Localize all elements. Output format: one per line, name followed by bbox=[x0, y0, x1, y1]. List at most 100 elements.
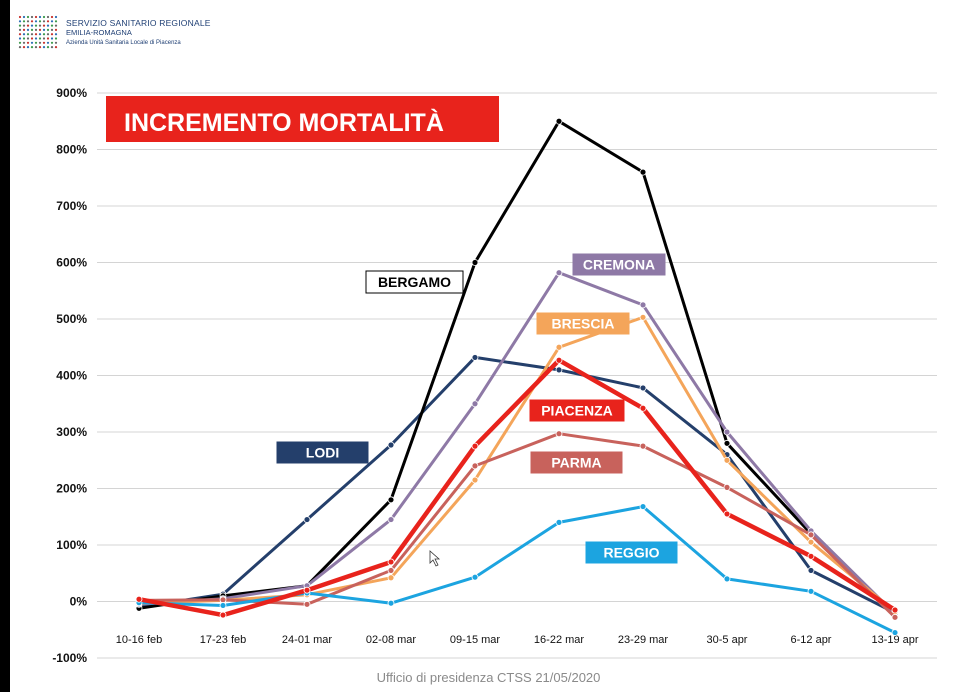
data-point bbox=[723, 510, 731, 518]
label-text: PIACENZA bbox=[541, 403, 613, 419]
logo-dot bbox=[54, 37, 58, 40]
logo-dot bbox=[38, 15, 42, 19]
logo-dot bbox=[30, 20, 34, 23]
data-point bbox=[219, 596, 227, 604]
title-box bbox=[106, 96, 499, 142]
logo-dot bbox=[18, 15, 22, 19]
logo-dot bbox=[26, 24, 30, 27]
logo-dot bbox=[18, 20, 22, 23]
data-point bbox=[639, 168, 647, 176]
logo-dot bbox=[46, 33, 50, 36]
logo-dot bbox=[46, 28, 50, 31]
data-point bbox=[723, 456, 731, 464]
logo-dot bbox=[26, 37, 30, 40]
logo-dot bbox=[54, 33, 58, 36]
data-point bbox=[639, 503, 647, 510]
logo-dot bbox=[42, 24, 46, 27]
logo-dot bbox=[46, 41, 50, 44]
series-line bbox=[138, 355, 896, 615]
logo-dot bbox=[38, 41, 42, 44]
logo-dot bbox=[18, 41, 22, 44]
data-point bbox=[471, 462, 479, 470]
y-tick-label: 400% bbox=[56, 369, 87, 383]
logo-dot bbox=[34, 15, 38, 19]
logo-dot bbox=[18, 33, 22, 36]
y-tick-label: 900% bbox=[56, 86, 87, 100]
data-point bbox=[135, 595, 143, 603]
logo-dot bbox=[34, 20, 38, 23]
data-point bbox=[639, 301, 647, 309]
data-point bbox=[807, 538, 815, 546]
label-box bbox=[530, 451, 623, 474]
title-text: INCREMENTO MORTALITÀ bbox=[124, 108, 444, 137]
logo-dot bbox=[30, 33, 34, 36]
mouse-cursor-icon bbox=[429, 550, 441, 567]
left-edge-bar bbox=[0, 0, 10, 692]
chart-title: INCREMENTO MORTALITÀ bbox=[106, 96, 499, 142]
data-point bbox=[387, 558, 395, 566]
label-box bbox=[529, 399, 625, 422]
logo-dot bbox=[54, 20, 58, 23]
logo-dot bbox=[26, 46, 30, 49]
logo-dot bbox=[30, 41, 34, 44]
logo-dot bbox=[50, 15, 54, 19]
logo-dot bbox=[42, 37, 46, 40]
data-point bbox=[471, 259, 479, 266]
data-point bbox=[471, 476, 479, 484]
logo-dot bbox=[38, 24, 42, 27]
label-text: BRESCIA bbox=[551, 316, 614, 332]
series-label-cremona: CREMONA bbox=[572, 253, 666, 276]
data-point bbox=[303, 600, 311, 608]
logo-dot bbox=[34, 33, 38, 36]
x-tick-label: 13-19 apr bbox=[871, 634, 918, 646]
logo-dot bbox=[46, 15, 50, 19]
data-point bbox=[807, 531, 815, 539]
logo-dot bbox=[46, 20, 50, 23]
series-label-parma: PARMA bbox=[530, 451, 623, 474]
logo-dot bbox=[42, 15, 46, 19]
logo-dot bbox=[30, 46, 34, 49]
series-line bbox=[138, 357, 897, 618]
label-box bbox=[585, 541, 678, 564]
logo-dot bbox=[18, 24, 22, 27]
data-point bbox=[471, 573, 479, 581]
series-line bbox=[138, 432, 897, 619]
label-text: CREMONA bbox=[583, 257, 655, 273]
dotted-logo-icon bbox=[18, 15, 58, 49]
logo-dot bbox=[42, 20, 46, 23]
logo-dot bbox=[38, 37, 42, 40]
series-piacenza bbox=[135, 356, 899, 619]
data-point bbox=[555, 117, 563, 125]
data-point bbox=[387, 599, 395, 607]
logo-dot bbox=[34, 28, 38, 31]
logo-dot bbox=[54, 24, 58, 27]
logo-dot bbox=[26, 41, 30, 44]
data-point bbox=[723, 575, 731, 583]
data-point bbox=[471, 442, 479, 450]
logo-dot bbox=[42, 33, 46, 36]
logo-dot bbox=[30, 28, 34, 31]
y-tick-label: 0% bbox=[70, 595, 88, 609]
logo-dot bbox=[34, 41, 38, 44]
logo-dot bbox=[18, 46, 22, 49]
logo-dot bbox=[54, 46, 58, 49]
data-point bbox=[639, 442, 647, 450]
y-tick-label: 700% bbox=[56, 199, 87, 213]
logo-dot bbox=[18, 37, 22, 40]
series-label-reggio: REGGIO bbox=[585, 541, 678, 564]
x-tick-label: 23-29 mar bbox=[618, 634, 668, 646]
logo-dot bbox=[46, 37, 50, 40]
y-tick-label: 100% bbox=[56, 538, 87, 552]
data-point bbox=[807, 587, 815, 595]
logo-dot bbox=[22, 33, 26, 36]
data-point bbox=[219, 602, 227, 609]
x-tick-label: 30-5 apr bbox=[707, 634, 748, 646]
data-point bbox=[807, 567, 815, 574]
data-point bbox=[219, 611, 227, 619]
logo-dot bbox=[30, 37, 34, 40]
logo-dot bbox=[38, 33, 42, 36]
x-tick-label: 17-23 feb bbox=[200, 634, 246, 646]
label-box bbox=[276, 441, 369, 464]
logo-dot bbox=[46, 46, 50, 49]
